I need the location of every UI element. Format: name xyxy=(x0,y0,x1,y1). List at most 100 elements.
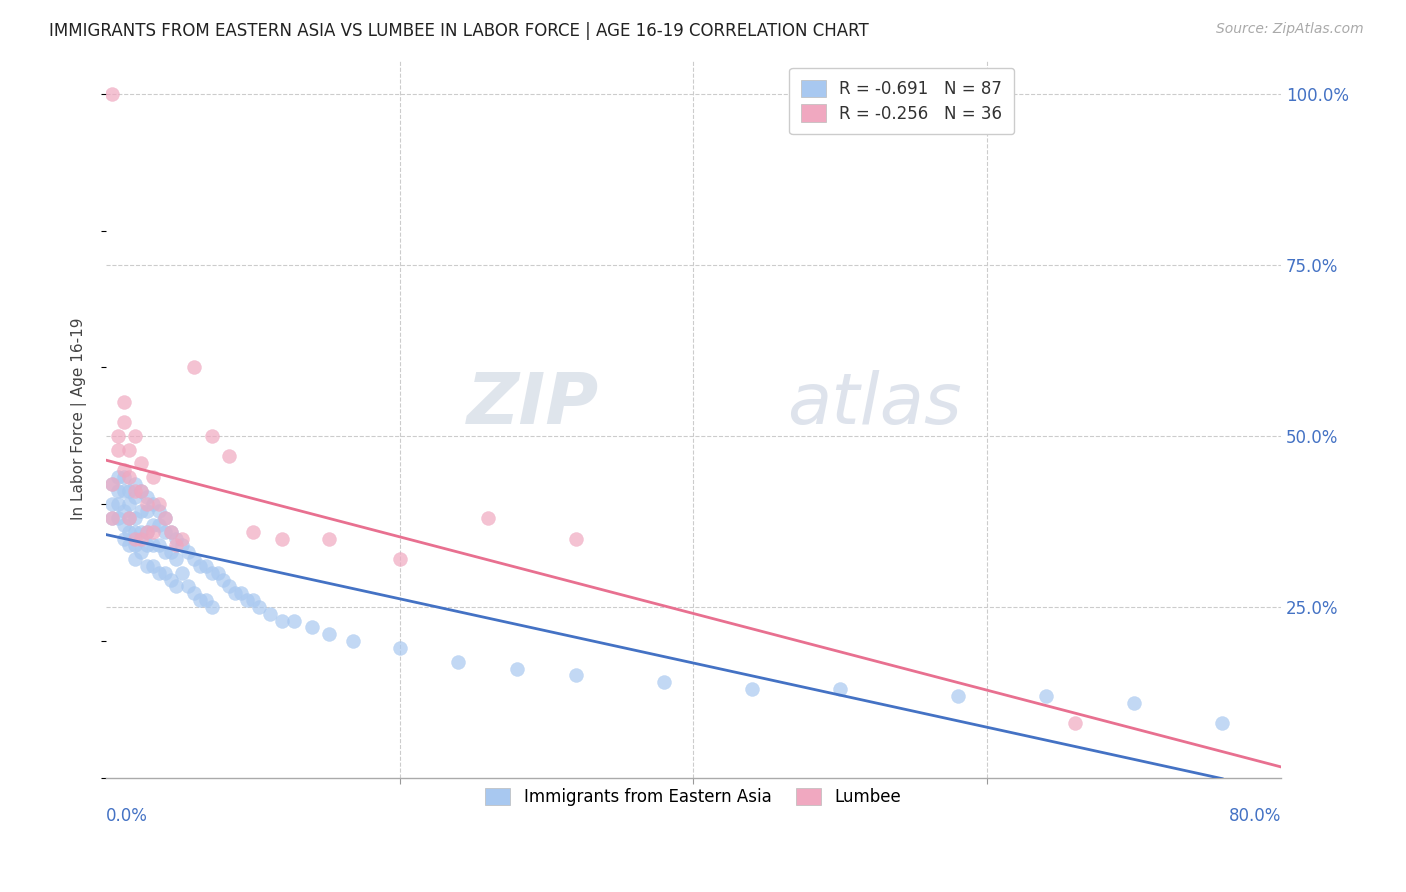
Point xyxy=(101,511,124,525)
Point xyxy=(136,558,159,573)
Text: atlas: atlas xyxy=(787,370,962,439)
Point xyxy=(271,532,294,546)
Point xyxy=(188,593,211,607)
Point xyxy=(112,394,135,409)
Point xyxy=(229,586,252,600)
Point xyxy=(118,524,141,539)
Point xyxy=(124,429,146,443)
Point xyxy=(177,545,200,559)
Point xyxy=(159,545,181,559)
Point xyxy=(172,538,194,552)
Point xyxy=(153,566,176,580)
Text: Source: ZipAtlas.com: Source: ZipAtlas.com xyxy=(1216,22,1364,37)
Point xyxy=(136,504,159,518)
Point xyxy=(148,517,170,532)
Point xyxy=(159,573,181,587)
Point xyxy=(101,87,124,101)
Point xyxy=(124,491,146,505)
Point xyxy=(112,415,135,429)
Point xyxy=(124,511,146,525)
Point xyxy=(1211,716,1233,731)
Point xyxy=(1064,716,1087,731)
Point xyxy=(118,483,141,498)
Point xyxy=(107,429,129,443)
Point xyxy=(112,463,135,477)
Point xyxy=(124,538,146,552)
Point xyxy=(166,552,188,566)
Point xyxy=(101,476,124,491)
Point xyxy=(112,483,135,498)
Point xyxy=(652,675,675,690)
Point xyxy=(301,620,323,634)
Point xyxy=(148,566,170,580)
Point xyxy=(107,511,129,525)
Point xyxy=(447,655,470,669)
Point xyxy=(242,593,264,607)
Text: ZIP: ZIP xyxy=(467,370,599,439)
Point xyxy=(388,552,411,566)
Point xyxy=(142,558,165,573)
Point xyxy=(124,476,146,491)
Point xyxy=(153,545,176,559)
Point xyxy=(142,517,165,532)
Point xyxy=(107,442,129,457)
Point xyxy=(177,579,200,593)
Point xyxy=(201,599,224,614)
Point xyxy=(1035,689,1057,703)
Point xyxy=(477,511,499,525)
Point xyxy=(107,483,129,498)
Point xyxy=(142,470,165,484)
Point xyxy=(112,470,135,484)
Point xyxy=(142,538,165,552)
Legend: Immigrants from Eastern Asia, Lumbee: Immigrants from Eastern Asia, Lumbee xyxy=(475,778,911,816)
Point xyxy=(142,497,165,511)
Point xyxy=(194,593,217,607)
Point xyxy=(946,689,969,703)
Point xyxy=(218,450,240,464)
Point xyxy=(118,497,141,511)
Point xyxy=(118,538,141,552)
Point xyxy=(318,627,340,641)
Point xyxy=(136,538,159,552)
Point xyxy=(236,593,259,607)
Point xyxy=(242,524,264,539)
Point xyxy=(1123,696,1146,710)
Point xyxy=(271,614,294,628)
Point xyxy=(107,497,129,511)
Point xyxy=(112,504,135,518)
Point xyxy=(166,538,188,552)
Point xyxy=(212,573,235,587)
Point xyxy=(142,524,165,539)
Point xyxy=(201,566,224,580)
Point xyxy=(283,614,305,628)
Point xyxy=(183,586,205,600)
Text: 80.0%: 80.0% xyxy=(1229,806,1281,825)
Point xyxy=(118,511,141,525)
Point xyxy=(188,558,211,573)
Point xyxy=(153,524,176,539)
Point xyxy=(101,497,124,511)
Point xyxy=(388,640,411,655)
Point xyxy=(207,566,229,580)
Point xyxy=(172,566,194,580)
Point xyxy=(153,511,176,525)
Point xyxy=(183,360,205,375)
Point xyxy=(136,497,159,511)
Point xyxy=(129,504,152,518)
Point xyxy=(101,511,124,525)
Point xyxy=(107,470,129,484)
Point xyxy=(118,470,141,484)
Point xyxy=(129,483,152,498)
Point xyxy=(259,607,281,621)
Point xyxy=(124,483,146,498)
Point xyxy=(741,681,763,696)
Point xyxy=(129,545,152,559)
Point xyxy=(148,504,170,518)
Point xyxy=(172,532,194,546)
Point xyxy=(118,511,141,525)
Text: IMMIGRANTS FROM EASTERN ASIA VS LUMBEE IN LABOR FORCE | AGE 16-19 CORRELATION CH: IMMIGRANTS FROM EASTERN ASIA VS LUMBEE I… xyxy=(49,22,869,40)
Point xyxy=(565,668,588,682)
Point xyxy=(148,538,170,552)
Point xyxy=(124,532,146,546)
Point xyxy=(112,517,135,532)
